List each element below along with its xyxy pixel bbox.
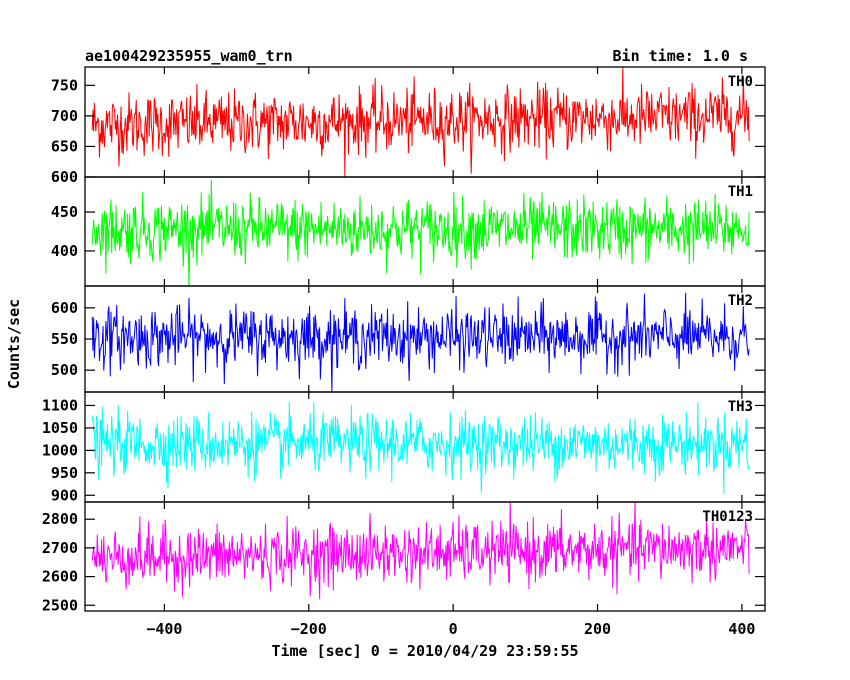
y-axis-label: Counts/sec [5,299,23,389]
panel-th0123: 2500 2600 2700 2800 TH0123 [42,501,766,614]
y-tick-label: 1000 [42,441,78,459]
chart-title: ae100429235955_wam0_trn [85,47,293,65]
x-tick-label: −200 [291,620,327,638]
panel-frame [84,501,766,612]
y-tick-label: 400 [51,242,78,260]
panel-label: TH1 [728,184,753,200]
y-tick-label: 2500 [42,596,78,614]
y-tick-label: 2800 [42,510,78,528]
panel-th3: 900 950 1000 1050 1100 TH3 [42,391,766,504]
y-tick-label: 900 [51,486,78,504]
y-tick-label: 450 [51,203,78,221]
x-axis-label: Time [sec] 0 = 2010/04/29 23:59:55 [271,642,578,660]
x-tick-label: −400 [146,620,182,638]
y-tick-label: 1100 [42,396,78,414]
y-tick-label: 550 [51,330,78,348]
series-line-th0123 [91,502,750,600]
panel-th1: 400 450 TH1 [51,176,766,287]
bin-time-label: Bin time: 1.0 s [613,47,748,65]
y-tick-label: 2700 [42,539,78,557]
panel-label: TH3 [728,399,753,415]
y-tick-label: 950 [51,464,78,482]
panel-th0: 600 650 700 750 TH0 [51,66,766,186]
y-tick-label: 2600 [42,568,78,586]
y-tick-label: 600 [51,299,78,317]
x-tick-label: 0 [449,620,458,638]
y-tick-label: 700 [51,107,78,125]
y-tick-label: 750 [51,76,78,94]
x-tick-label: 200 [584,620,611,638]
series-line-th1 [91,180,750,286]
y-tick-label: 600 [51,168,78,186]
panel-label: TH0 [728,74,753,90]
x-axis: −400 −200 0 200 400 [146,620,755,638]
panel-th2: 500 550 600 TH2 [51,285,766,393]
y-tick-label: 650 [51,137,78,155]
panel-label: TH0123 [702,509,753,525]
panel-label: TH2 [728,293,753,309]
series-line-th2 [91,292,750,392]
series-line-th3 [91,401,750,494]
series-line-th0 [91,67,750,177]
y-tick-label: 1050 [42,419,78,437]
y-tick-label: 500 [51,361,78,379]
x-tick-label: 400 [728,620,755,638]
